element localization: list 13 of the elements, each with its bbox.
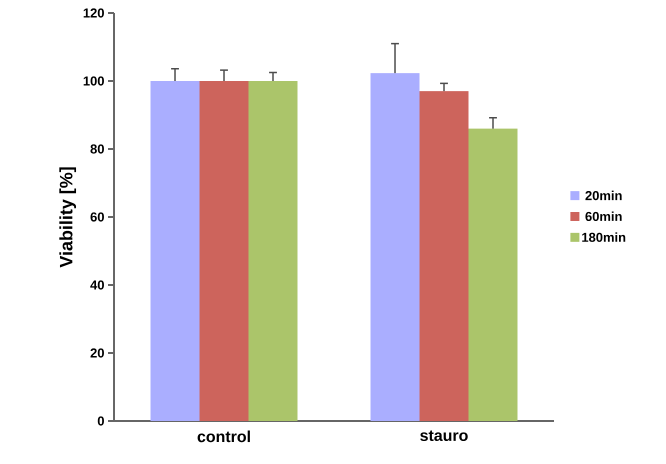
- y-tick-label: 20: [90, 348, 104, 358]
- legend-label: 20min: [585, 190, 622, 200]
- legend-label: 60min: [585, 212, 622, 222]
- x-tick-label: stauro: [420, 430, 468, 442]
- x-tick-label: control: [198, 430, 250, 442]
- y-tick-label: 60: [90, 212, 104, 222]
- y-tick-label: 0: [98, 416, 104, 426]
- y-tick-label: 40: [90, 280, 104, 290]
- y-tick-label: 80: [90, 144, 104, 154]
- y-tick-label: 120: [84, 8, 104, 18]
- y-tick-label: 100: [84, 76, 104, 86]
- legend-label: 180min: [582, 232, 626, 242]
- y-axis-title: Viability [%]: [59, 167, 76, 268]
